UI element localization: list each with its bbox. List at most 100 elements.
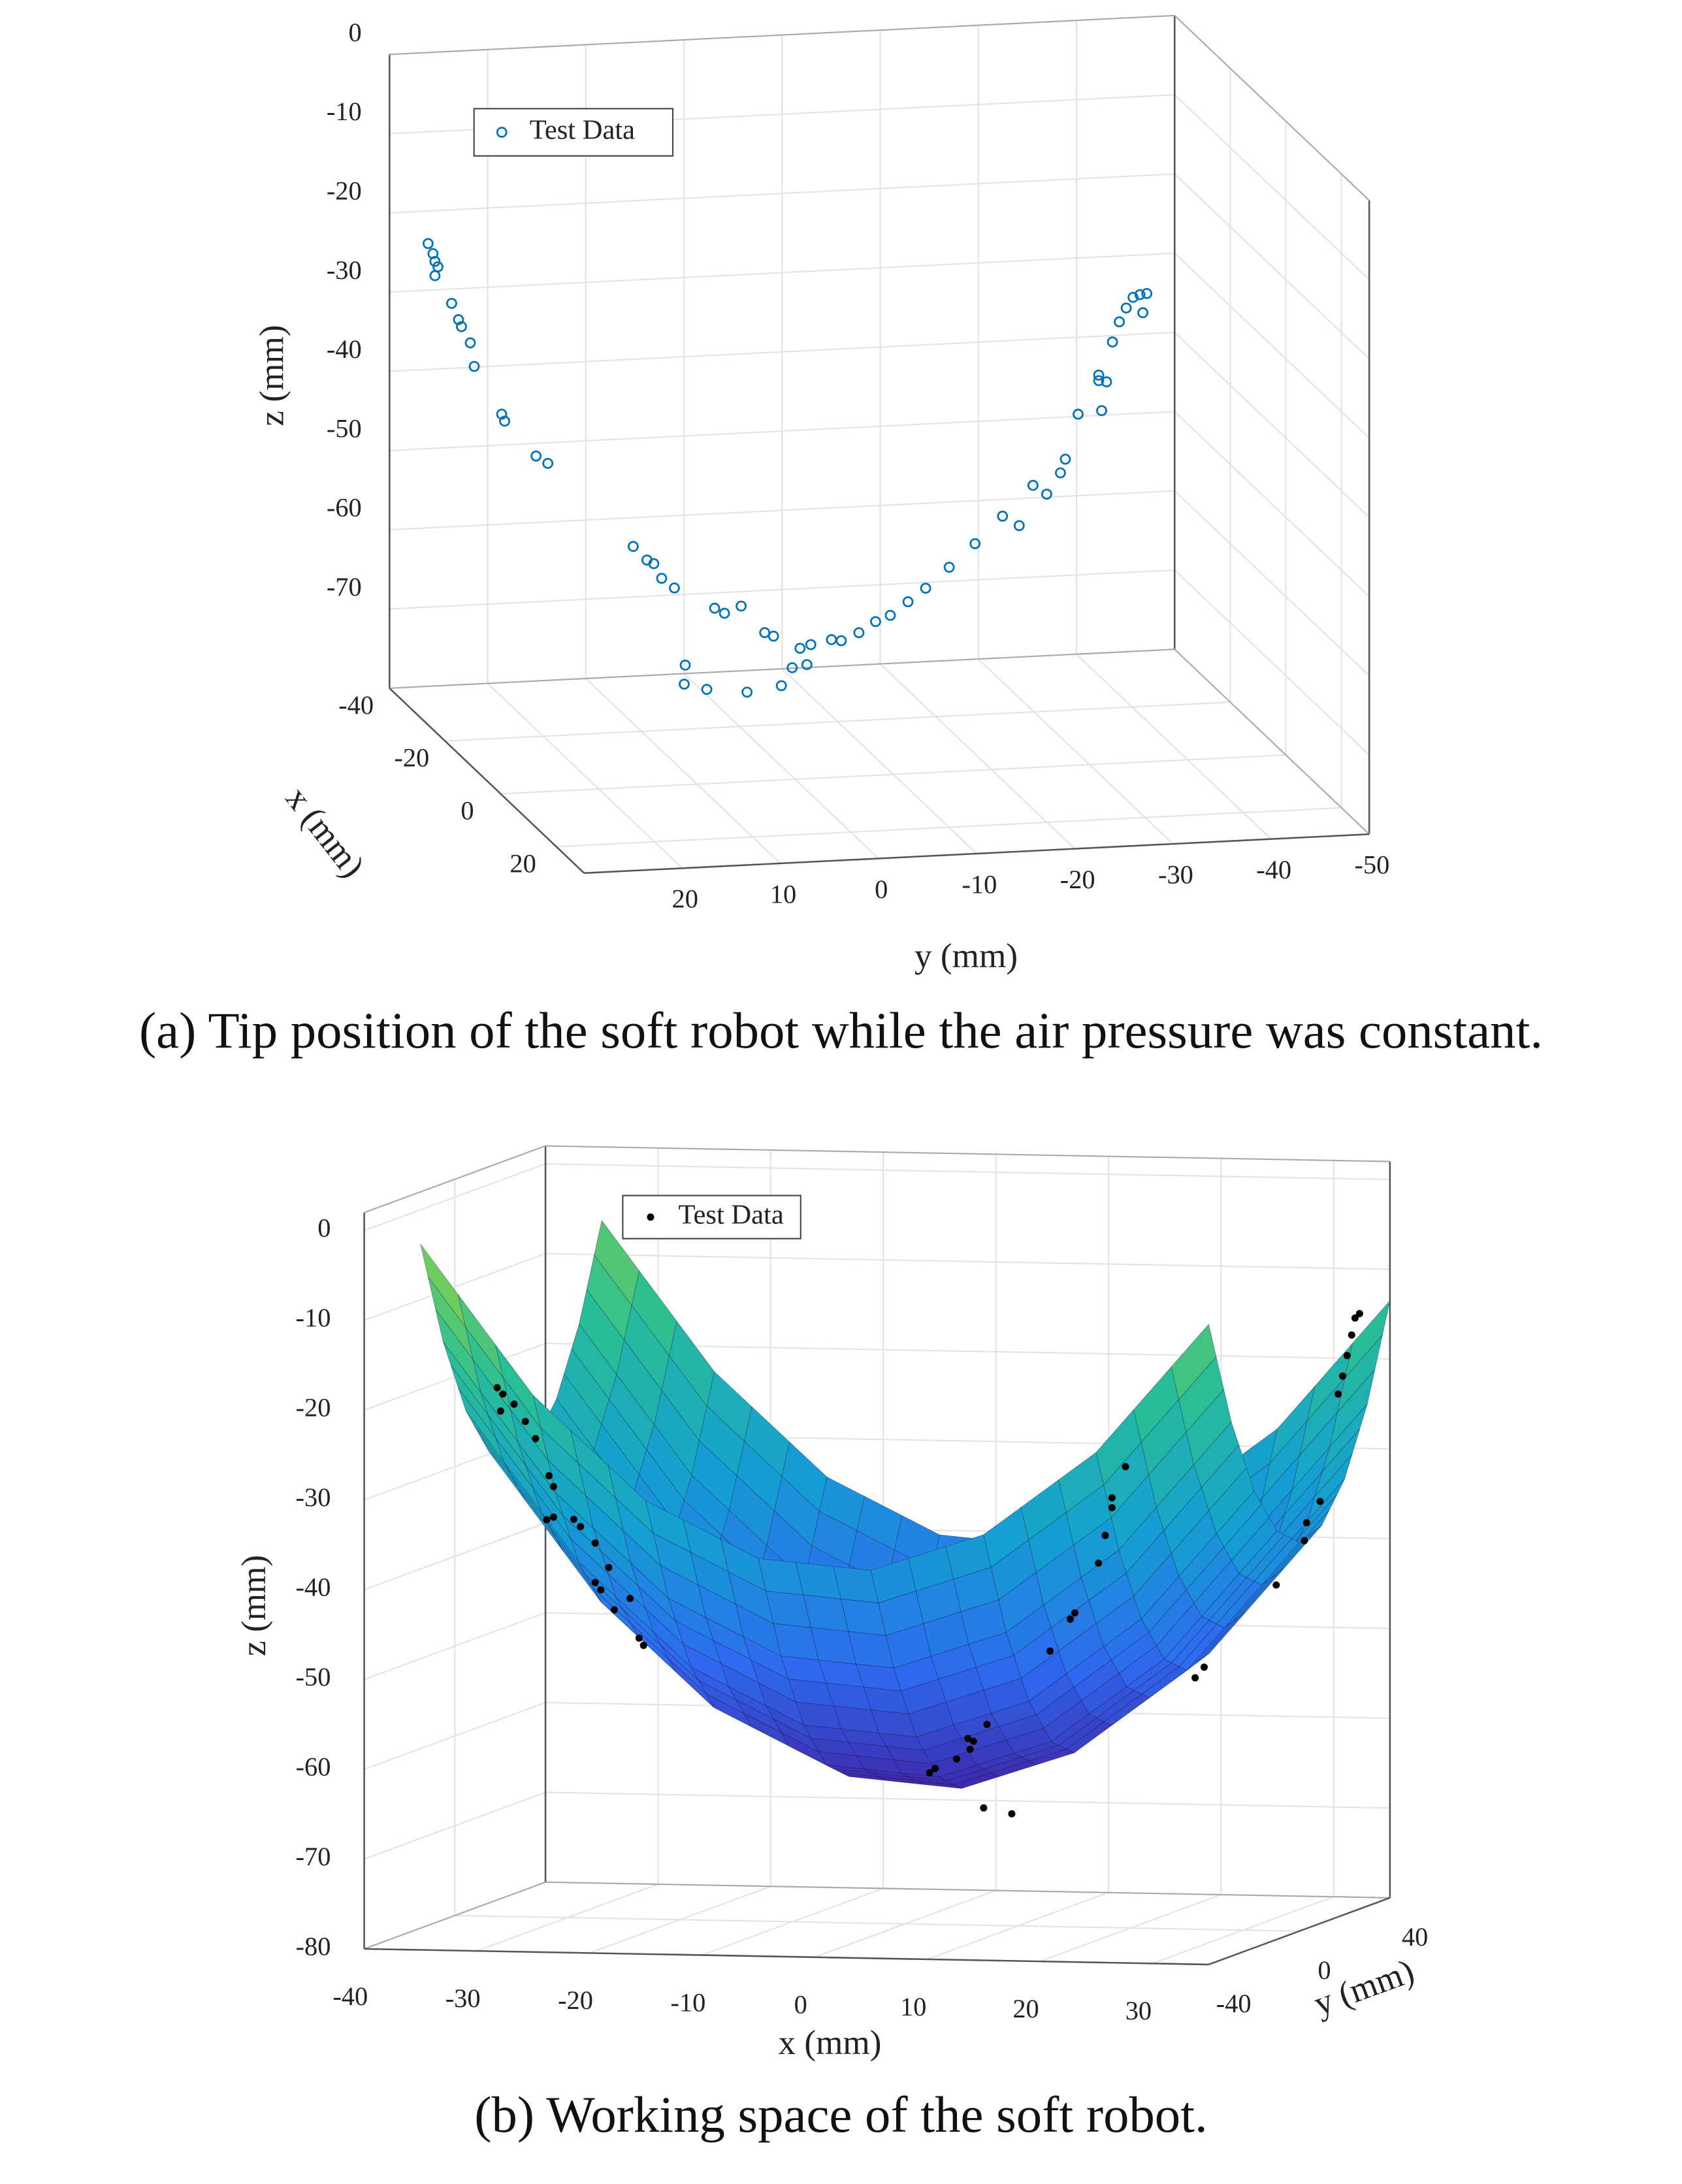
data-point — [549, 1513, 557, 1521]
data-point — [549, 1483, 557, 1490]
x-tick-label: -20 — [394, 743, 429, 773]
x-tick-label: 0 — [461, 796, 474, 826]
y-tick-label: -10 — [962, 869, 997, 899]
chart: -40 -20 0 20 20 10 0 -10 -20 -30 -40 -50 0 -10 -20 -30 -… — [253, 14, 1389, 975]
data-point — [801, 659, 813, 671]
data-point — [926, 1769, 933, 1776]
data-point — [530, 450, 542, 462]
grid-line — [1174, 173, 1370, 360]
chart: -40 -30 -20 -10 0 10 20 30 -40 0 40 0 -10 -20 -30 -40 -5… — [235, 1145, 1428, 2062]
data-point — [805, 639, 817, 650]
data-point — [835, 635, 847, 647]
grid-line — [545, 1253, 1390, 1270]
data-point — [1272, 1581, 1280, 1589]
axis-line — [389, 687, 585, 874]
data-point — [1046, 1647, 1054, 1655]
caption: (b) Working space of the soft robot. — [474, 2087, 1207, 2144]
data-point — [775, 680, 787, 692]
grid-line — [545, 1163, 1390, 1181]
x-tick-label: 10 — [900, 1992, 926, 2021]
data-point — [496, 1407, 504, 1415]
axis-line — [364, 1948, 1209, 1966]
data-point — [1073, 408, 1084, 420]
data-point — [1108, 1503, 1116, 1512]
data-point — [741, 686, 753, 698]
x-tick-label: 0 — [794, 1990, 807, 2019]
z-tick-label: -60 — [296, 1752, 331, 1781]
data-point — [648, 558, 660, 570]
grid-line — [1076, 653, 1272, 840]
data-point — [456, 321, 467, 332]
axis-line — [389, 14, 1175, 56]
surface-patch — [1306, 1454, 1353, 1522]
data-point — [1114, 316, 1125, 328]
data-point — [931, 1765, 939, 1773]
data-point — [1067, 1615, 1075, 1623]
caption: (a) Tip position of the soft robot while… — [139, 1003, 1543, 1059]
data-point — [1120, 302, 1132, 314]
grid-line — [1174, 490, 1370, 677]
x-tick-label: -40 — [332, 1982, 368, 2011]
grid-line — [455, 1914, 1300, 1932]
data-point — [709, 602, 720, 614]
grid-line — [879, 663, 1076, 850]
axis-line — [364, 1145, 546, 1213]
data-point — [1316, 1498, 1324, 1505]
x-tick-label: -30 — [445, 1983, 481, 2013]
x-tick-label: 20 — [1012, 1994, 1039, 2023]
data-point — [983, 1720, 991, 1728]
z-tick-label: -10 — [327, 97, 362, 126]
data-point — [920, 583, 931, 594]
data-point — [499, 415, 510, 427]
z-tick-label: -20 — [296, 1392, 331, 1422]
data-point — [1355, 1309, 1363, 1317]
data-point — [1343, 1352, 1351, 1360]
surface-patch — [1336, 1334, 1383, 1413]
y-tick-label: -40 — [1256, 855, 1291, 884]
grid-line — [781, 668, 977, 854]
data-point — [1137, 307, 1149, 319]
axis-line — [364, 1881, 546, 1950]
data-point — [446, 298, 457, 309]
data-point — [422, 238, 434, 249]
data-point — [786, 662, 798, 673]
data-point — [591, 1539, 599, 1547]
data-point — [1334, 1390, 1342, 1398]
data-point — [1027, 479, 1039, 491]
data-point — [969, 538, 981, 549]
y-tick-label: -30 — [1158, 859, 1193, 889]
data-point — [679, 659, 691, 671]
data-point — [1093, 375, 1105, 387]
y-tick-label: -20 — [1060, 865, 1095, 894]
data-point — [980, 1804, 988, 1812]
data-point — [626, 1594, 634, 1602]
z-tick-label: 0 — [349, 18, 362, 47]
data-point — [1041, 489, 1052, 500]
data-point — [952, 1755, 961, 1763]
axis-line — [389, 649, 1175, 689]
x-tick-label: -10 — [670, 1987, 705, 2017]
y-tick-label: -40 — [1216, 1989, 1252, 2018]
data-point — [1141, 288, 1153, 299]
axis-label: z (mm) — [235, 1555, 273, 1656]
data-point — [669, 582, 680, 594]
z-tick-label: -40 — [296, 1572, 331, 1601]
data-point — [635, 1634, 643, 1642]
data-point — [853, 627, 865, 639]
z-tick-label: -20 — [327, 176, 362, 205]
z-tick-label: -60 — [327, 493, 362, 522]
data-point — [736, 600, 747, 612]
data-point — [1348, 1331, 1355, 1339]
data-point — [493, 1384, 501, 1392]
grid-line — [1174, 94, 1370, 280]
grid-line — [683, 673, 879, 859]
z-tick-label: -30 — [296, 1483, 331, 1512]
data-point — [429, 270, 441, 281]
data-point — [429, 255, 441, 267]
x-tick-label: 20 — [509, 848, 536, 878]
data-point — [610, 1606, 618, 1614]
data-point — [570, 1515, 577, 1523]
data-point — [1013, 520, 1025, 532]
axis-label: x (mm) — [278, 780, 372, 885]
z-tick-label: -50 — [327, 413, 362, 443]
